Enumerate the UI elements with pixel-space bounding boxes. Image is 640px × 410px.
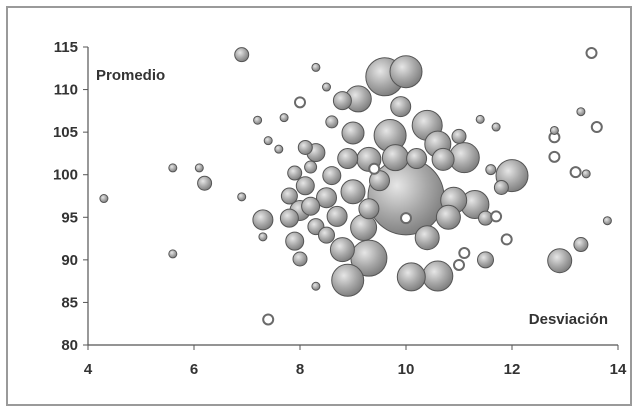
y-tick-label: 95 [61,209,78,226]
bubble [322,82,331,92]
y-tick-label: 110 [54,82,78,99]
bubble [311,62,321,72]
bubble [263,136,273,146]
bubble [329,237,355,263]
hollow-marker [294,96,306,109]
bubble [322,166,342,186]
bubble [280,187,298,205]
bubble [573,237,589,253]
bubble [485,164,497,176]
bubble [390,96,412,118]
bubble [422,260,454,292]
bubble [435,204,461,230]
bubble [258,232,268,242]
bubble [237,192,247,202]
hollow-marker [585,46,598,59]
bubble [292,251,308,267]
y-tick-label: 80 [61,337,78,354]
bubble [253,115,263,125]
bubble [576,107,586,117]
bubble [304,160,318,174]
annotation-promedio: Promedio [96,67,165,84]
x-tick-label: 8 [296,361,304,378]
hollow-marker [548,150,561,163]
bubble [168,249,178,259]
bubble [381,144,409,172]
bubble [340,179,366,205]
bubble [602,216,612,226]
hollow-marker [490,210,503,223]
bubble [279,113,289,123]
y-tick-label: 105 [53,124,78,141]
bubble [332,91,352,111]
bubble [168,163,178,173]
bubble [197,175,213,191]
bubble [301,196,321,216]
hollow-marker [262,313,275,326]
annotation-desviacion: Desviación [529,311,608,328]
x-tick-label: 6 [190,361,198,378]
bubble [331,263,365,297]
bubble [311,281,321,291]
bubble [491,122,501,132]
bubble-series [99,46,612,326]
bubble [549,125,559,135]
hollow-marker [458,247,471,260]
bubble [325,115,339,129]
y-tick-label: 100 [53,167,78,184]
bubble [547,248,573,274]
bubble [274,144,284,154]
bubble [389,55,423,89]
bubble [414,225,440,251]
bubble [451,128,467,144]
bubble [477,251,494,269]
y-tick-label: 90 [61,252,78,269]
x-tick-label: 4 [84,361,93,378]
bubble [316,187,337,209]
x-tick-label: 12 [504,361,521,378]
hollow-marker [500,233,513,246]
bubble [252,209,274,231]
bubble [285,231,305,251]
bubble [406,148,428,170]
bubble [234,47,250,63]
bubble [287,165,303,181]
bubble [99,194,109,204]
bubble [581,169,591,179]
bubble [475,114,485,124]
bubble [431,147,455,171]
bubble [493,179,509,195]
bubble [279,208,299,228]
bubble [326,205,348,227]
bubble [358,198,380,220]
y-tick-label: 115 [54,39,78,56]
bubble [297,139,313,155]
bubble [396,262,426,292]
x-tick-label: 10 [398,361,415,378]
bubble [194,163,204,173]
bubble [295,176,315,196]
hollow-marker [368,162,381,175]
hollow-marker [453,258,465,271]
hollow-marker [400,212,412,225]
bubble [337,148,359,170]
bubble [341,121,365,145]
bubble [318,226,335,244]
x-tick-label: 14 [610,361,627,378]
axes: 80 85 90 95 100 105 110 115 4 6 8 10 12 14 [53,39,627,378]
y-tick-label: 85 [61,294,78,311]
hollow-marker [569,166,582,179]
hollow-marker [590,121,603,134]
